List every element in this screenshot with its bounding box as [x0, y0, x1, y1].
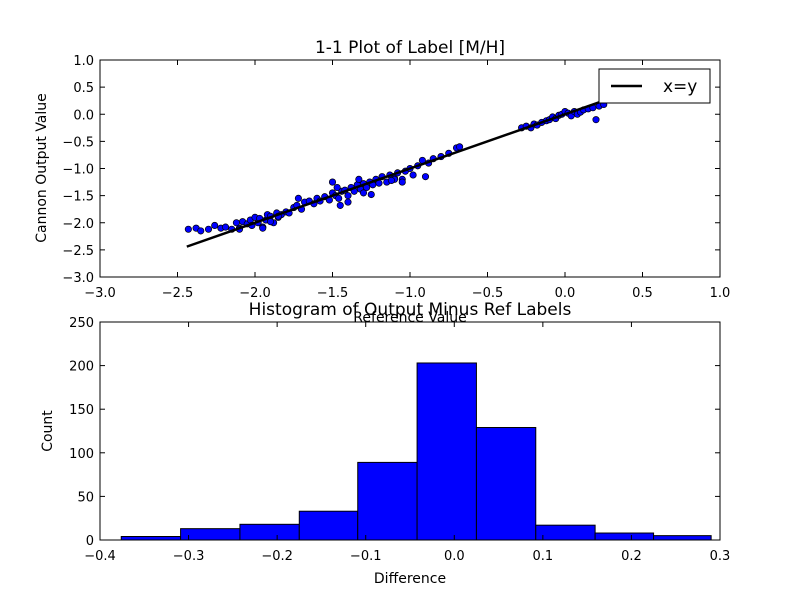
- y-tick-label: 1.0: [73, 54, 94, 69]
- y-tick-label: −1.5: [62, 190, 94, 205]
- scatter-point: [344, 198, 352, 206]
- histogram-y-axis-label: Count: [40, 410, 56, 452]
- histogram-bars: [120, 362, 712, 541]
- identity-line-group: [186, 96, 614, 248]
- histogram-axes-frame: [99, 321, 721, 541]
- scatter-point: [409, 171, 417, 179]
- scatter-point: [387, 176, 395, 184]
- histogram-y-ticks: 0 50 100 150 200 250: [69, 316, 720, 549]
- histogram-bar: [653, 535, 712, 541]
- scatter-point: [197, 227, 205, 235]
- y-tick-label: −1.0: [62, 163, 94, 178]
- scatter-point: [421, 173, 430, 181]
- scatter-point: [328, 178, 337, 186]
- histogram-bar: [475, 427, 537, 541]
- y-tick-label: −2.0: [62, 217, 94, 232]
- histogram-x-axis-label: Difference: [374, 571, 446, 587]
- scatter-point: [367, 190, 375, 199]
- histogram-plot: −0.4 −0.3 −0.2 −0.1 0.0 0.1 0.2 0.3 0 50 100 150 20…: [40, 316, 730, 587]
- identity-line: [186, 96, 614, 248]
- scatter-point: [335, 194, 343, 202]
- y-tick-label: −2.5: [62, 244, 94, 259]
- y-tick-label: 200: [69, 360, 94, 375]
- histogram-bar: [120, 536, 182, 541]
- x-tick-label: −3.0: [84, 286, 116, 301]
- y-tick-label: −0.5: [62, 135, 94, 150]
- histogram-title: Histogram of Output Minus Ref Labels: [249, 300, 572, 320]
- scatter-legend: x=y: [598, 68, 711, 104]
- scatter-plot: 1-1 Plot of Label [M/H] −3.0 −2.5 −2.0 −1.5…: [34, 38, 730, 301]
- histogram-bar: [357, 461, 418, 541]
- y-tick-label: 250: [69, 316, 94, 331]
- x-tick-label: −2.5: [162, 286, 194, 301]
- y-tick-label: 0: [86, 534, 94, 549]
- scatter-y-axis-label: Cannon Output Value: [34, 93, 50, 243]
- scatter-y-ticks: −3.0 −2.5 −2.0 −1.5 −1.0 −0.5 0.0 0.5 1.0: [62, 54, 720, 286]
- x-tick-label: −0.3: [173, 549, 205, 564]
- scatter-point: [259, 224, 267, 232]
- scatter-point: [355, 175, 363, 183]
- histogram-bar: [416, 362, 477, 541]
- x-tick-label: −0.1: [350, 549, 382, 564]
- scatter-point: [398, 178, 406, 186]
- scatter-point: [359, 189, 368, 197]
- histogram-bar: [535, 524, 596, 541]
- x-tick-label: −1.0: [394, 286, 426, 301]
- x-tick-label: −0.2: [261, 549, 293, 564]
- x-tick-label: 0.1: [533, 549, 554, 564]
- scatter-point: [344, 192, 352, 200]
- scatter-point: [336, 201, 344, 209]
- x-tick-label: −2.0: [239, 286, 271, 301]
- histogram-bar: [239, 523, 300, 541]
- scatter-point: [333, 183, 341, 192]
- histogram-bar: [180, 528, 241, 541]
- scatter-point: [204, 225, 213, 233]
- scatter-x-ticks: −3.0 −2.5 −2.0 −1.5 −1.0 −0.5 0.0 0.5 1.0: [84, 60, 730, 301]
- x-tick-label: 0.5: [632, 286, 653, 301]
- legend-label: x=y: [663, 77, 697, 97]
- x-tick-label: 0.3: [710, 549, 731, 564]
- y-tick-label: −3.0: [62, 271, 94, 286]
- y-tick-label: 0.0: [73, 108, 94, 123]
- histogram-bar: [298, 510, 359, 541]
- x-tick-label: 0.0: [444, 549, 465, 564]
- y-tick-label: 50: [77, 490, 94, 505]
- histogram-x-ticks: −0.4 −0.3 −0.2 −0.1 0.0 0.1 0.2 0.3: [84, 322, 730, 564]
- x-tick-label: 0.2: [621, 549, 642, 564]
- scatter-x-axis-label: Reference Value: [353, 310, 466, 326]
- x-tick-label: 1.0: [710, 286, 731, 301]
- scatter-point: [592, 116, 600, 124]
- scatter-point: [184, 225, 192, 233]
- scatter-point: [294, 194, 302, 202]
- y-tick-label: 150: [69, 403, 94, 418]
- x-tick-label: 0.0: [555, 286, 576, 301]
- x-tick-label: −0.4: [84, 549, 116, 564]
- x-tick-label: −0.5: [472, 286, 504, 301]
- y-tick-label: 100: [69, 447, 94, 462]
- scatter-point: [222, 223, 230, 231]
- scatter-point: [211, 221, 219, 230]
- histogram-bar: [594, 532, 655, 541]
- scatter-title: 1-1 Plot of Label [M/H]: [315, 38, 505, 58]
- y-tick-label: 0.5: [73, 81, 94, 96]
- x-tick-label: −1.5: [317, 286, 349, 301]
